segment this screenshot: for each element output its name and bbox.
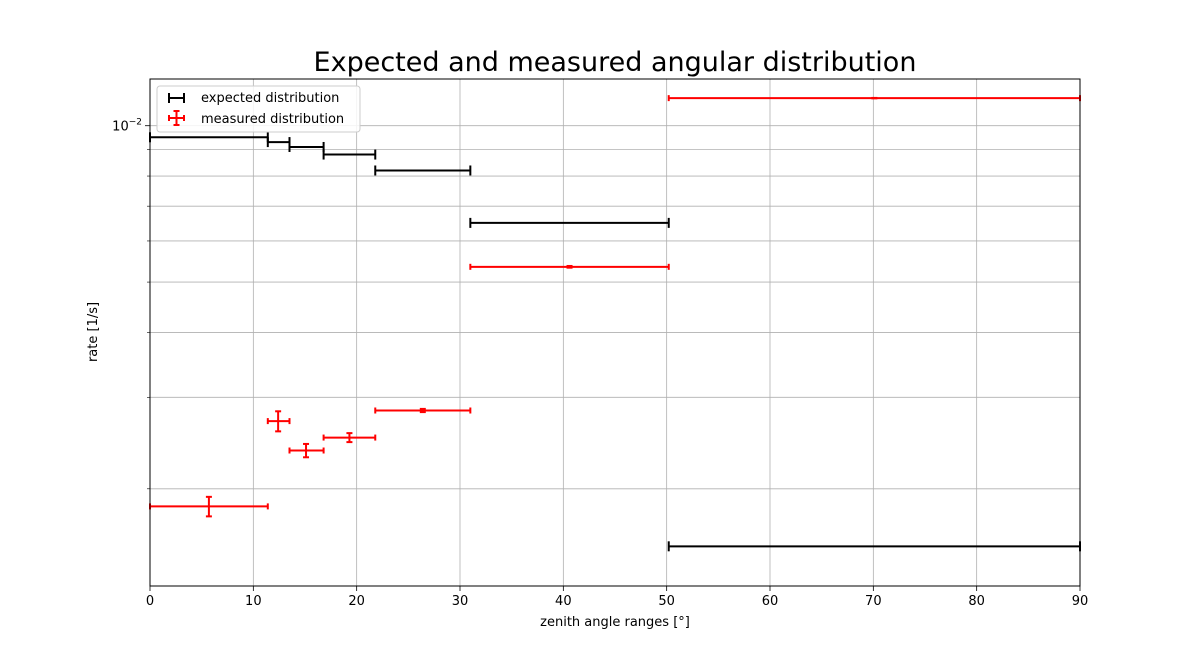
measured-point <box>667 95 1081 102</box>
x-axis: 0 10 20 30 40 50 60 70 80 90 <box>146 586 1088 609</box>
x-tick-label: 30 <box>452 594 469 609</box>
measured-point <box>149 495 269 518</box>
legend-label-measured: measured distribution <box>201 112 344 127</box>
measured-point <box>469 263 670 270</box>
expected-point <box>322 149 377 160</box>
x-tick-label: 60 <box>762 594 779 609</box>
expected-point <box>469 217 670 228</box>
expected-point <box>288 141 325 152</box>
x-tick-label: 70 <box>865 594 882 609</box>
x-tick-label: 50 <box>658 594 675 609</box>
measured-point <box>266 410 291 433</box>
x-tick-label: 20 <box>348 594 365 609</box>
measured-point <box>322 432 377 444</box>
series-layer <box>149 95 1081 552</box>
y-tick-label: 10−2 <box>112 118 142 135</box>
y-axis: 10−2 <box>112 118 150 490</box>
chart-title: Expected and measured angular distributi… <box>314 47 917 78</box>
expected-point <box>149 132 269 143</box>
legend-box <box>156 85 361 133</box>
expected-point <box>266 137 291 148</box>
expected-point <box>374 165 472 176</box>
x-axis-label: zenith angle ranges [°] <box>540 615 690 630</box>
legend-symbol-expected <box>168 93 185 103</box>
legend-symbol-measured <box>168 110 185 126</box>
x-tick-label: 80 <box>968 594 985 609</box>
grid <box>149 79 1081 586</box>
legend: expected distribution measured distribut… <box>156 85 361 133</box>
y-axis-label: rate [1/s] <box>86 302 101 362</box>
x-tick-label: 90 <box>1072 594 1089 609</box>
measured-point <box>374 407 472 414</box>
x-tick-label: 10 <box>245 594 262 609</box>
x-tick-label: 40 <box>555 594 572 609</box>
x-tick-label: 0 <box>146 594 154 609</box>
legend-label-expected: expected distribution <box>201 91 339 106</box>
measured-point <box>288 442 325 459</box>
expected-point <box>667 541 1081 552</box>
